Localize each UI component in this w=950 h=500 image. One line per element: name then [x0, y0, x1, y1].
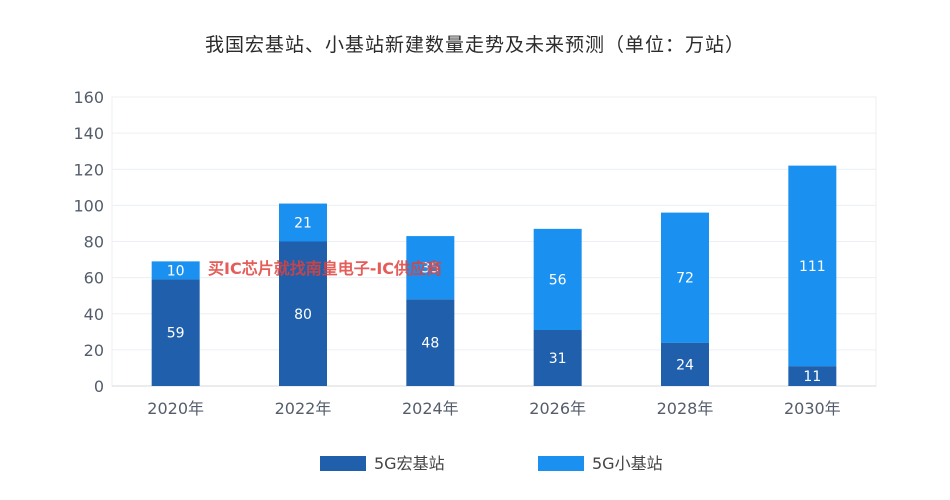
- data-label: 59: [167, 326, 185, 342]
- bar-small-2: [406, 236, 455, 300]
- x-tick-label: 2028年: [657, 399, 714, 418]
- grid-layer: [111, 96, 877, 387]
- y-tick-label: 60: [84, 269, 104, 288]
- y-tick-label: 100: [73, 196, 104, 215]
- y-tick-label: 80: [84, 233, 104, 252]
- bar-small-4: [661, 212, 709, 343]
- data-label: 111: [799, 259, 826, 275]
- bar-macro-4: [661, 342, 709, 386]
- bar-macro-2: [406, 299, 455, 386]
- legend-label: 5G小基站: [592, 454, 663, 473]
- x-tick-label: 2024年: [402, 399, 459, 418]
- legend-label: 5G宏基站: [374, 454, 445, 473]
- data-label: 56: [549, 272, 567, 288]
- y-tick-label: 120: [73, 160, 104, 179]
- data-label: 35: [421, 261, 439, 277]
- y-tick-label: 0: [94, 377, 104, 396]
- bar-macro-3: [533, 330, 582, 386]
- y-tick-label: 20: [84, 341, 104, 360]
- chart-title: 我国宏基站、小基站新建数量走势及未来预测（单位：万站）: [204, 34, 745, 56]
- data-label: 80: [294, 307, 312, 323]
- bar-macro-0: [151, 279, 200, 386]
- bar-small-3: [533, 228, 582, 331]
- data-label: 31: [549, 351, 567, 367]
- legend: 5G宏基站 5G小基站: [320, 454, 663, 473]
- x-tick-label: 2020年: [147, 399, 204, 418]
- x-tick-label: 2022年: [275, 399, 332, 418]
- data-label: 72: [676, 271, 694, 287]
- y-tick-label: 160: [73, 88, 104, 107]
- watermark-text: 买IC芯片就找南皇电子-IC供应商: [208, 259, 442, 278]
- bar-small-1: [279, 203, 327, 242]
- data-label: 10: [167, 263, 185, 279]
- data-label: 24: [676, 357, 694, 373]
- y-tick-label: 140: [73, 124, 104, 143]
- data-label: 48: [421, 336, 439, 352]
- legend-swatch: [320, 456, 366, 471]
- x-tick-label: 2026年: [529, 399, 586, 418]
- y-tick-label: 40: [84, 305, 104, 324]
- x-axis: 2020年 2022年 2024年 2026年 2028年 2030年: [147, 399, 840, 418]
- bar-macro-5: [788, 366, 837, 386]
- bar-small-5: [788, 165, 837, 367]
- bar-macro-1: [279, 241, 327, 386]
- y-axis: 0 20 40 60 80 100 120 140 160: [73, 88, 104, 396]
- x-tick-label: 2030年: [784, 399, 841, 418]
- bar-small-0: [151, 261, 200, 280]
- data-label: 11: [803, 369, 821, 385]
- data-label: 21: [294, 216, 312, 232]
- bars: [151, 165, 837, 386]
- legend-swatch: [538, 456, 584, 471]
